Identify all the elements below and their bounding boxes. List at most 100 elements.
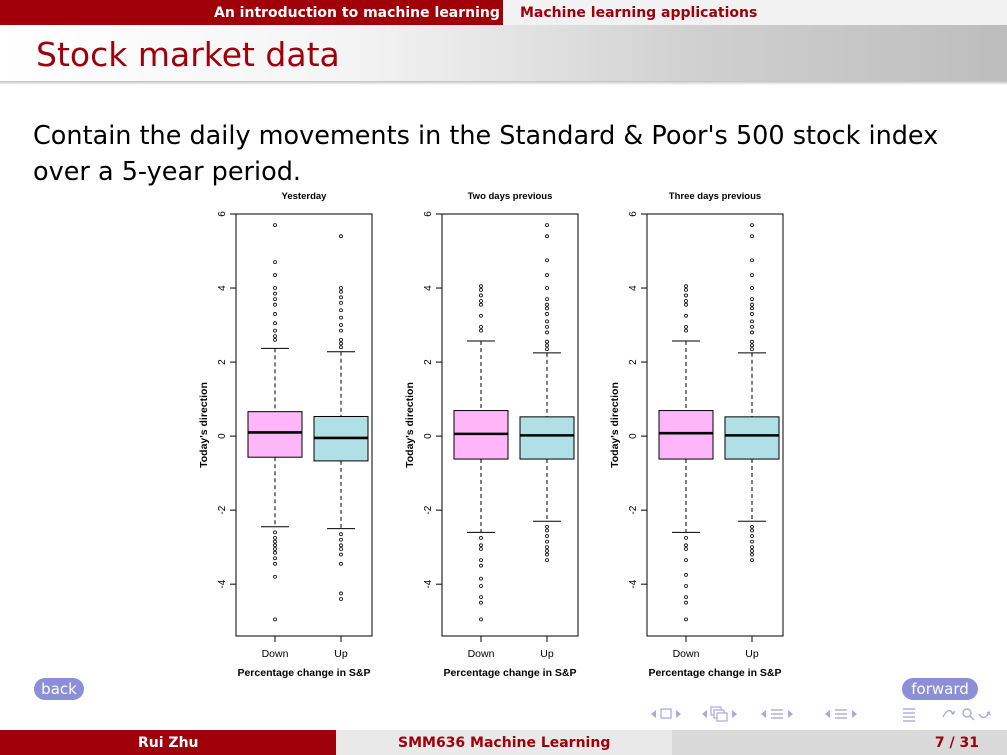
chart-2-box-up-iqr [519,416,575,460]
chart-2-box-up-outlier [545,343,549,348]
chart-3-ytick-label: 2 [628,359,639,365]
chart-3: Three days previous -4 -2 0 2 4 6 Today's direc… [609,191,784,679]
forward-button[interactable]: forward [902,678,978,700]
chart-2-box-up-outlier [545,528,549,533]
chart-1-box-up-outlier [339,328,343,333]
chart-2-box-up-category-label: Up [540,648,554,660]
chart-3-box-up-outlier [750,548,754,553]
chart-3-box-down-outlier [684,595,688,600]
chart-2-box-up-outlier [545,306,549,311]
chart-2-box-up-outlier [545,325,549,329]
chart-3-box-up-outlier [750,545,754,550]
chart-2: Two days previous -4 -2 0 2 4 6 Today's directi… [404,191,579,679]
chart-2-box-up-outlier [545,286,549,290]
chart-2-ytick-label: -2 [423,505,434,514]
chart-3-box-up-outlier [750,319,754,324]
chart-1-box-down-outlier [273,260,277,265]
nav-frame-back-icon[interactable] [651,708,681,719]
chart-1-box-down-category-label: Down [262,648,289,660]
header-right [503,0,1007,25]
nav-subsection-icon[interactable] [702,706,737,722]
chart-1-box-down-outlier [273,547,277,551]
chart-2-box-down-outlier [479,547,483,551]
nav-part-icon[interactable] [825,709,857,719]
slide-text: Contain the daily movements in the Stand… [33,121,939,187]
chart-2-box-up-outlier [545,539,549,544]
chart-2-box-up-outlier [545,534,549,538]
chart-1-box-up-outlier [339,543,343,548]
chart-3-ytick-label: -4 [628,579,639,588]
chart-1-box-down-outlier [273,536,277,540]
chart-1-box-down-outlier [273,291,277,296]
chart-3-box-down-outlier [684,313,688,318]
section-next[interactable]: Machine learning applications [520,5,758,21]
header-bar: An introduction to machine learning Mach… [0,0,1007,25]
chart-3-box-down-outlier [684,617,688,622]
footer-author-cell [0,730,336,755]
chart-2-box-down-outlier [479,287,483,292]
chart-2-ylabel: Today's direction [404,382,416,468]
chart-2-box-up-outlier [545,258,549,263]
beamer-navigation [651,706,991,722]
footer-course-cell [336,730,672,755]
chart-2-ytick-label: 4 [423,285,434,291]
chart-2-box-down-outlier [479,617,483,622]
nav-appendix-icon[interactable] [903,708,915,722]
chart-1-box-down-outlier [273,556,277,561]
title-bar: Stock market data [0,25,1007,85]
chart-1-box-down-outlier [273,539,277,544]
chart-1-box-up-outlier [339,547,343,551]
chart-3-box-down-outlier [684,600,688,605]
nav-section-icon[interactable] [761,709,793,719]
chart-2-box-down-outlier [479,576,483,581]
chart-2-box-down-outlier [479,600,483,605]
chart-1-ytick-label: 6 [217,211,228,217]
chart-3-box-down-outlier [684,302,688,307]
chart-2-box-down-outlier [479,563,483,568]
chart-3-box-down-outlier [684,325,688,329]
chart-2-box-up-outlier [545,312,549,316]
chart-2-box-up-outlier [545,319,549,324]
chart-3-box-down-outlier [684,558,688,563]
chart-3-ylabel: Today's direction [609,382,621,468]
slide-title: Stock market data [36,35,340,74]
chart-3-box-up-category-label: Up [745,648,759,660]
chart-3-box-up-outlier [750,286,754,290]
chart-3-box-down-outlier [684,573,688,577]
chart-2-box-up-outlier [545,552,549,557]
chart-3-box-down-outlier [684,293,688,298]
header-left [0,0,503,25]
chart-1-box-up-outlier [339,300,343,305]
back-button[interactable]: back [34,678,84,700]
chart-2-box-up-outlier [545,302,549,307]
chart-1-xlabel: Percentage change in S&P [237,667,370,679]
chart-3-box-up-outlier [750,302,754,307]
chart-1-box-up-outlier [339,561,343,566]
chart-2-box-up-outlier [545,223,549,228]
nav-search-icon[interactable] [942,708,991,721]
chart-2-ytick-label: 6 [423,211,434,217]
chart-2-box-down-outlier [479,584,483,588]
chart-3-ytick-label: 0 [628,433,639,439]
footer-bar: Rui Zhu SMM636 Machine Learning 7 / 31 [0,730,1007,755]
section-current[interactable]: An introduction to machine learning [214,5,500,21]
chart-1-box-up-outlier [339,286,343,290]
chart-1-box-down-outlier [273,334,277,339]
chart-1-box-up-outlier [339,315,343,320]
chart-1-box-down-outlier [273,574,277,579]
chart-2-box-up-outlier [545,347,549,352]
chart-3-ytick-label: 4 [628,285,639,291]
footer-course: SMM636 Machine Learning [398,735,611,751]
chart-2-box-down-outlier [479,302,483,307]
chart-3-box-down-outlier [684,328,688,333]
chart-2-box-down-outlier [479,558,483,563]
chart-3-xlabel: Percentage change in S&P [648,667,781,679]
chart-3-box-up-outlier [750,306,754,311]
chart-3-box-down-outlier [684,543,688,548]
chart-1-box-up-outlier [339,341,343,346]
chart-2-box-up-outlier [545,558,549,563]
chart-2-box-down-outlier [479,284,483,289]
chart-2-title: Two days previous [468,191,553,202]
chart-2-frame [441,213,579,637]
